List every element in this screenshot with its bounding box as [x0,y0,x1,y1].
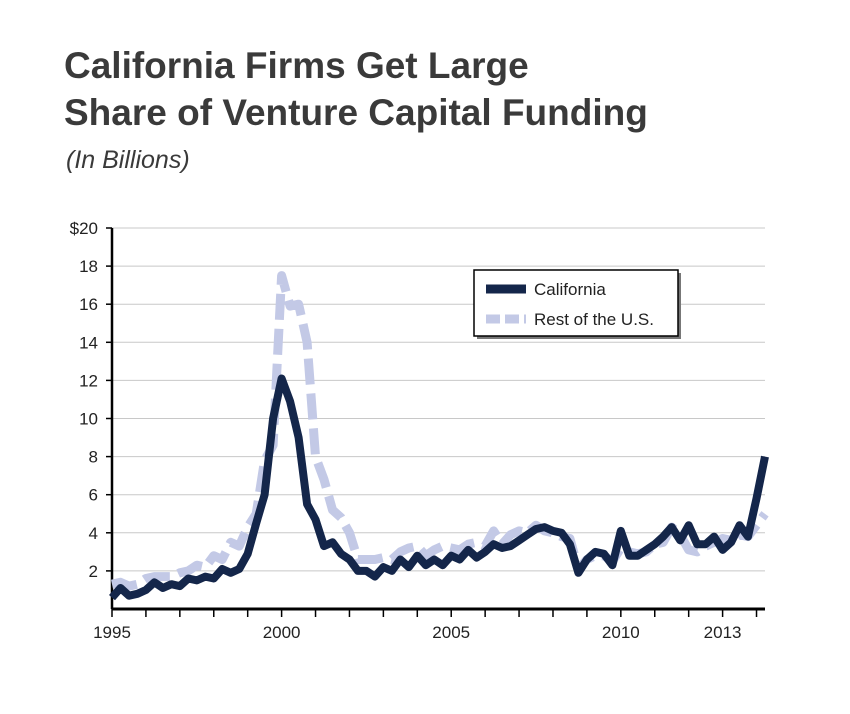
y-tick-label: 2 [89,562,98,581]
y-tick-label: 14 [79,333,98,352]
y-tick-label: $20 [70,219,98,238]
chart-title: California Firms Get Large Share of Vent… [64,42,648,136]
y-tick-label: 10 [79,410,98,429]
chart-title-line-2: Share of Venture Capital Funding [64,92,648,133]
y-tick-label: 6 [89,486,98,505]
y-tick-label: 8 [89,448,98,467]
legend-label-california: California [534,280,606,299]
legend [473,269,679,337]
legend-label-rest-of-the-u-s: Rest of the U.S. [534,310,654,329]
x-tick-label: 2010 [602,623,640,642]
x-tick-label: 2013 [704,623,742,642]
y-tick-label: 18 [79,257,98,276]
x-tick-label: 2000 [263,623,301,642]
y-tick-label: 16 [79,295,98,314]
chart-title-line-1: California Firms Get Large [64,45,529,86]
series-line-rest-of-the-u-s [111,271,769,591]
x-tick-label: 2005 [432,623,470,642]
y-tick-label: 12 [79,371,98,390]
chart-subtitle: (In Billions) [66,146,190,174]
series-line-california [109,374,769,601]
y-tick-label: 4 [89,524,98,543]
x-tick-label: 1995 [93,623,131,642]
